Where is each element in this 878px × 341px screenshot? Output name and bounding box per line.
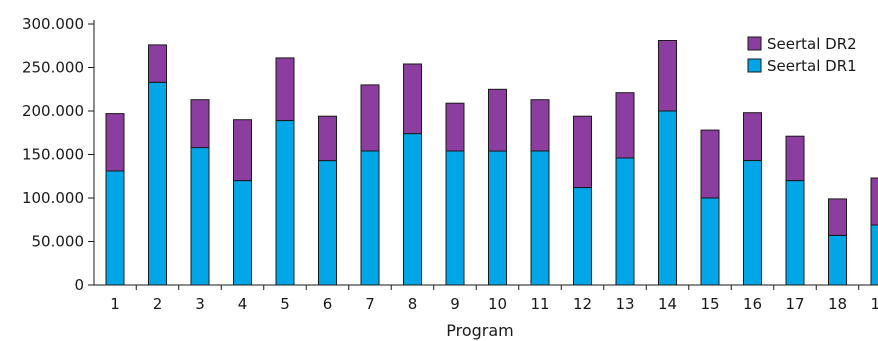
bar-dr1-11	[530, 150, 550, 286]
bar-dr2-1	[105, 113, 125, 172]
x-tick-label: 6	[323, 295, 333, 313]
x-tick-label: 16	[743, 295, 762, 313]
x-tick-label: 2	[153, 295, 163, 313]
bars-layer	[105, 40, 878, 286]
x-tick-label: 4	[238, 295, 248, 313]
bar-dr2-14	[658, 40, 677, 112]
bar-dr1-9	[445, 150, 465, 286]
x-tick-label: 17	[785, 295, 804, 313]
legend-label: Seertal DR2	[767, 35, 857, 53]
bar-dr2-9	[445, 102, 465, 152]
x-tick-label: 14	[658, 295, 677, 313]
y-tick-label: 50.000	[32, 233, 85, 251]
x-tick-label: 19	[870, 295, 878, 313]
bar-dr1-7	[360, 150, 380, 286]
x-tick-label: 11	[530, 295, 549, 313]
axes-layer: 0 50.000 100.000 150.000 200.000 250.000 300.0…	[22, 15, 878, 313]
x-tick-label: 8	[408, 295, 418, 313]
x-tick-label: 1	[110, 295, 120, 313]
bar-dr2-10	[488, 88, 507, 152]
bar-dr2-17	[785, 135, 805, 182]
y-tick-label: 0	[74, 276, 84, 294]
bar-dr1-14	[658, 110, 677, 286]
bar-dr1-6	[318, 160, 337, 286]
bar-dr1-1	[105, 170, 125, 286]
bar-dr1-15	[700, 197, 720, 286]
bar-dr2-2	[148, 44, 167, 83]
bar-dr2-7	[360, 84, 380, 152]
bar-dr1-10	[488, 150, 507, 286]
y-tick-label: 150.000	[22, 146, 84, 164]
bar-dr2-3	[190, 99, 210, 149]
y-tick-label: 200.000	[22, 102, 84, 120]
bar-dr1-4	[233, 180, 252, 286]
bar-dr2-4	[233, 119, 252, 182]
bar-dr1-8	[403, 133, 422, 286]
bar-dr2-12	[573, 115, 592, 188]
bar-dr1-13	[615, 157, 635, 286]
bar-dr1-19	[870, 224, 878, 286]
bar-dr1-17	[785, 180, 805, 286]
bar-dr1-12	[573, 187, 592, 286]
bar-dr1-2	[148, 81, 167, 286]
bar-dr2-13	[615, 92, 635, 159]
bar-dr1-5	[275, 120, 295, 286]
bar-dr2-8	[403, 63, 422, 135]
bar-dr2-6	[318, 115, 337, 162]
y-tick-label: 100.000	[22, 189, 84, 207]
x-tick-label: 3	[195, 295, 205, 313]
bar-dr1-16	[743, 160, 762, 286]
legend-swatch	[747, 58, 762, 73]
legend: Seertal DR2 Seertal DR1	[747, 35, 857, 75]
legend-label: Seertal DR1	[767, 57, 857, 75]
x-tick-label: 15	[700, 295, 719, 313]
legend-swatch	[747, 36, 762, 51]
x-tick-label: 10	[488, 295, 507, 313]
bar-dr2-19	[870, 177, 878, 226]
bar-dr1-3	[190, 147, 210, 286]
bar-dr2-11	[530, 99, 550, 152]
x-tick-label: 12	[573, 295, 592, 313]
bar-dr1-18	[828, 234, 847, 286]
bar-dr2-15	[700, 129, 720, 199]
x-tick-label: 13	[615, 295, 634, 313]
x-tick-label: 5	[280, 295, 290, 313]
x-axis-title: Program	[446, 321, 514, 340]
bar-dr2-5	[275, 57, 295, 121]
bar-dr2-16	[743, 112, 762, 161]
x-tick-label: 9	[450, 295, 460, 313]
bar-dr2-18	[828, 198, 847, 236]
y-tick-label: 300.000	[22, 15, 84, 33]
x-tick-label: 18	[828, 295, 847, 313]
x-tick-label: 7	[365, 295, 375, 313]
y-tick-label: 250.000	[22, 59, 84, 77]
